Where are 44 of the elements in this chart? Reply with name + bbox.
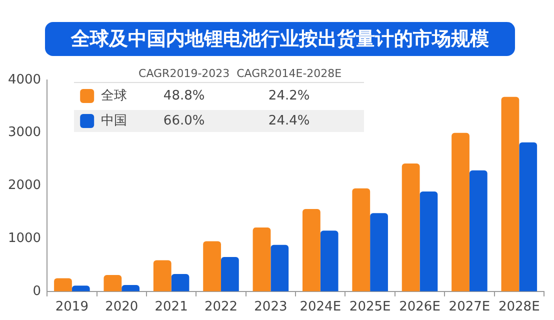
- x-tick-label: 2025E: [349, 300, 391, 315]
- bar: [122, 285, 140, 292]
- chart-title: 全球及中国内地锂电池行业按出货量计的市场规模: [45, 22, 515, 56]
- text: CAGR2019-2023: [138, 66, 230, 80]
- bar: [104, 275, 122, 292]
- bar: [402, 164, 420, 292]
- bar: [171, 274, 190, 292]
- bar: [270, 244, 289, 292]
- bar: [54, 278, 72, 292]
- legend-label: 中国: [101, 113, 128, 128]
- y-tick-label: 2000: [8, 178, 42, 194]
- x-tick-label: 2019: [55, 300, 88, 315]
- y-tick-label: 3000: [8, 125, 42, 140]
- bar: [203, 241, 222, 292]
- bar: [72, 286, 90, 292]
- x-tick-label: 2020: [105, 300, 138, 315]
- text: CAGR2014E-2028E: [236, 66, 342, 80]
- bar: [252, 227, 271, 292]
- legend-label: 全球: [101, 88, 128, 104]
- x-tick-label: 2022: [204, 300, 238, 315]
- annotation: 66.0%: [163, 113, 205, 128]
- bar: [221, 257, 239, 292]
- y-tick-label: 1000: [8, 230, 42, 246]
- bar: [501, 96, 520, 292]
- x-tick-label: 2021: [154, 300, 188, 315]
- bar: [320, 230, 338, 292]
- bar: [352, 188, 370, 292]
- y-tick-label: 0: [32, 284, 42, 299]
- bar: [452, 132, 470, 292]
- x-tick-label: 2026E: [399, 300, 440, 315]
- x-tick-label: 2028E: [498, 300, 540, 315]
- x-tick-label: 2023: [254, 300, 288, 315]
- annotation: 48.8%: [163, 88, 205, 104]
- bar: [302, 208, 320, 292]
- bar: [420, 192, 438, 292]
- x-tick-label: 2027E: [448, 300, 490, 315]
- bar: [469, 170, 488, 292]
- bar: [153, 260, 172, 292]
- bar: [519, 142, 538, 292]
- annotation: 24.2%: [268, 88, 310, 104]
- y-tick-label: 4000: [8, 72, 42, 88]
- x-tick-label: 2024E: [300, 300, 342, 315]
- bar: [370, 213, 388, 292]
- annotation: 24.4%: [268, 113, 310, 128]
